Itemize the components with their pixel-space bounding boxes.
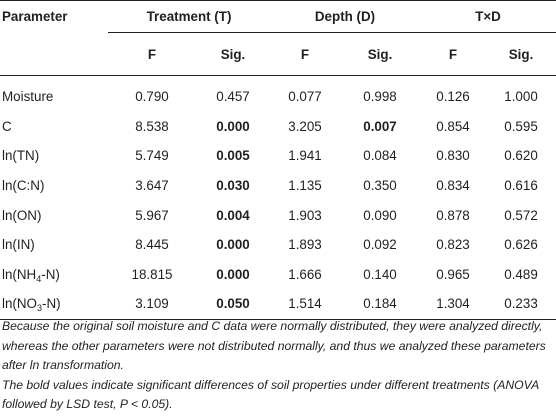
table-row: ln(IN) 8.445 0.000 1.893 0.092 0.823 0.626 (0, 230, 556, 260)
interaction-f-cell: 0.878 (436, 207, 470, 223)
table-row: ln(NH4-N) 18.815 0.000 1.666 0.140 0.965 0.489 (0, 260, 556, 290)
interaction-header: T×D (475, 9, 501, 24)
treatment-f-cell: 3.109 (135, 296, 169, 312)
depth-f-cell: 3.205 (288, 118, 322, 134)
depth-sig-cell: 0.084 (363, 148, 397, 164)
treatment-sig-cell: 0.030 (216, 178, 250, 194)
treatment-f-cell: 5.967 (135, 207, 169, 223)
treatment-f-cell: 8.538 (135, 118, 169, 134)
treatment-sig-cell: 0.004 (216, 207, 250, 223)
depth-f-cell: 1.514 (288, 296, 322, 312)
parameter-name: ln(NO (2, 296, 37, 312)
treatment-f-cell: 3.647 (135, 178, 169, 194)
table-notes: Because the original soil moisture and C… (0, 317, 556, 415)
parameter-cell: ln(TN) (0, 141, 108, 171)
depth-sig-cell: 0.092 (363, 237, 397, 253)
table-row: ln(ON) 5.967 0.004 1.903 0.090 0.878 0.572 (0, 200, 556, 230)
parameter-cell: ln(ON) (0, 200, 108, 230)
interaction-f-cell: 0.965 (436, 266, 470, 282)
parameter-subscript: 4 (36, 273, 42, 284)
treatment-sig-header: Sig. (196, 32, 271, 76)
interaction-sig-cell: 0.233 (504, 296, 538, 312)
parameter-suffix: -N) (41, 296, 61, 312)
interaction-sig-cell: 0.572 (504, 207, 538, 223)
interaction-f-cell: 0.854 (436, 118, 470, 134)
parameter-name: ln(NH (2, 266, 37, 282)
interaction-f-cell: 0.834 (436, 178, 470, 194)
sub-header-row: F Sig. F Sig. F Sig. (0, 32, 556, 76)
depth-sig-header: Sig. (340, 32, 421, 76)
interaction-sig-cell: 0.595 (504, 118, 538, 134)
treatment-f-cell: 8.445 (135, 237, 169, 253)
interaction-sig-cell: 0.620 (504, 148, 538, 164)
note-transformation: Because the original soil moisture and C… (2, 319, 546, 373)
parameter-name: C (2, 118, 12, 134)
treatment-sig-cell: 0.457 (216, 89, 250, 105)
parameter-cell: ln(NO3-N) (0, 289, 108, 319)
depth-sig-cell: 0.998 (363, 89, 397, 105)
parameter-cell: ln(NH4-N) (0, 260, 108, 290)
parameter-name: ln(TN) (2, 148, 40, 164)
depth-sig-cell: 0.350 (363, 178, 397, 194)
interaction-f-cell: 0.823 (436, 237, 470, 253)
treatment-sig-cell: 0.000 (216, 266, 250, 282)
interaction-sig-cell: 0.626 (504, 237, 538, 253)
treatment-f-cell: 5.749 (135, 148, 169, 164)
parameter-cell: C (0, 112, 108, 142)
note-bold-values: The bold values indicate significant dif… (2, 377, 539, 412)
parameter-cell: ln(C:N) (0, 171, 108, 201)
parameter-header: Parameter (2, 9, 68, 25)
parameter-cell: Moisture (0, 76, 108, 112)
table-row: ln(C:N) 3.647 0.030 1.135 0.350 0.834 0.616 (0, 171, 556, 201)
interaction-sig-cell: 1.000 (504, 89, 538, 105)
treatment-f-cell: 0.790 (135, 89, 169, 105)
treatment-f-cell: 18.815 (131, 266, 173, 282)
interaction-f-cell: 1.304 (436, 296, 470, 312)
parameter-name: ln(IN) (2, 237, 35, 253)
table-row: C 8.538 0.000 3.205 0.007 0.854 0.595 (0, 112, 556, 142)
table-row: ln(NO3-N) 3.109 0.050 1.514 0.184 1.304 0.233 (0, 289, 556, 320)
interaction-sig-cell: 0.616 (504, 178, 538, 194)
depth-f-cell: 1.941 (288, 148, 322, 164)
anova-table: Parameter Treatment (T) Depth (D) T×D F … (0, 0, 556, 320)
table-body: Moisture 0.790 0.457 0.077 0.998 0.126 1.000 C 8… (0, 76, 556, 320)
parameter-name: ln(C:N) (2, 178, 45, 194)
depth-sig-cell: 0.007 (363, 118, 397, 134)
treatment-sig-cell: 0.000 (216, 237, 250, 253)
depth-sig-cell: 0.184 (363, 296, 397, 312)
interaction-f-cell: 0.830 (436, 148, 470, 164)
depth-f-cell: 1.893 (288, 237, 322, 253)
parameter-cell: ln(IN) (0, 230, 108, 260)
treatment-sig-cell: 0.050 (216, 296, 250, 312)
parameter-name: Moisture (2, 89, 54, 105)
depth-f-cell: 0.077 (288, 89, 322, 105)
table-row: ln(TN) 5.749 0.005 1.941 0.084 0.830 0.620 (0, 141, 556, 171)
depth-sig-cell: 0.090 (363, 207, 397, 223)
depth-sig-cell: 0.140 (363, 266, 397, 282)
parameter-subheader (0, 33, 108, 76)
treatment-header: Treatment (T) (146, 9, 232, 24)
depth-f-header: F (270, 32, 341, 76)
interaction-f-header: F (420, 32, 487, 76)
treatment-sig-cell: 0.000 (216, 118, 250, 134)
depth-f-cell: 1.135 (288, 178, 322, 194)
depth-f-cell: 1.666 (288, 266, 322, 282)
interaction-sig-header: Sig. (486, 32, 556, 76)
parameter-name: ln(ON) (2, 207, 42, 223)
table-row: Moisture 0.790 0.457 0.077 0.998 0.126 1.000 (0, 76, 556, 112)
parameter-suffix: -N) (41, 266, 60, 282)
treatment-f-header: F (108, 32, 196, 76)
depth-header: Depth (D) (314, 9, 376, 24)
parameter-subscript: 3 (36, 303, 42, 314)
treatment-sig-cell: 0.005 (216, 148, 250, 164)
interaction-sig-cell: 0.489 (504, 266, 538, 282)
interaction-f-cell: 0.126 (436, 89, 470, 105)
depth-f-cell: 1.903 (288, 207, 322, 223)
group-header-row: Parameter Treatment (T) Depth (D) T×D (0, 0, 556, 33)
